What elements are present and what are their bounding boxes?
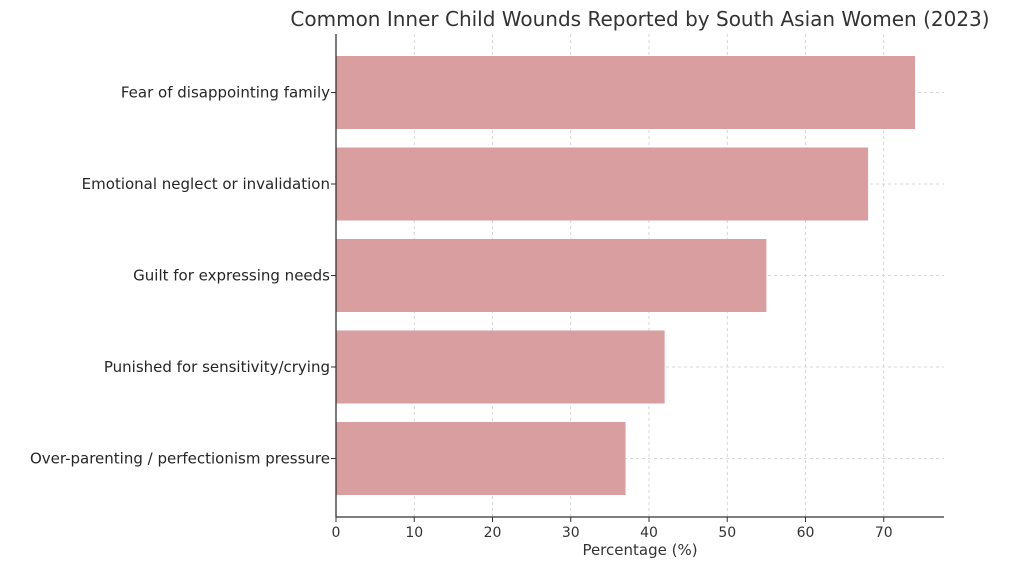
bar (336, 422, 626, 495)
category-labels: Fear of disappointing family Emotional ne… (30, 84, 336, 468)
x-tick-label: 60 (797, 525, 815, 541)
bars (336, 56, 916, 495)
x-tick-label: 20 (484, 525, 502, 541)
x-ticks: 0 10 20 30 40 50 60 70 (332, 517, 893, 541)
x-axis-title: Percentage (%) (582, 541, 697, 559)
x-tick-label: 30 (562, 525, 580, 541)
bar (336, 239, 767, 312)
x-tick-label: 10 (405, 525, 423, 541)
x-tick-label: 0 (332, 525, 341, 541)
x-tick-label: 70 (875, 525, 893, 541)
chart-title: Common Inner Child Wounds Reported by So… (290, 7, 989, 31)
bar (336, 56, 916, 129)
category-label: Punished for sensitivity/crying (104, 358, 330, 376)
category-label: Emotional neglect or invalidation (82, 175, 330, 193)
bar (336, 330, 665, 404)
bar (336, 147, 869, 221)
category-label: Guilt for expressing needs (133, 267, 330, 285)
category-label: Over-parenting / perfectionism pressure (30, 450, 330, 468)
x-tick-label: 50 (718, 525, 736, 541)
x-tick-label: 40 (640, 525, 658, 541)
category-label: Fear of disappointing family (121, 84, 330, 102)
